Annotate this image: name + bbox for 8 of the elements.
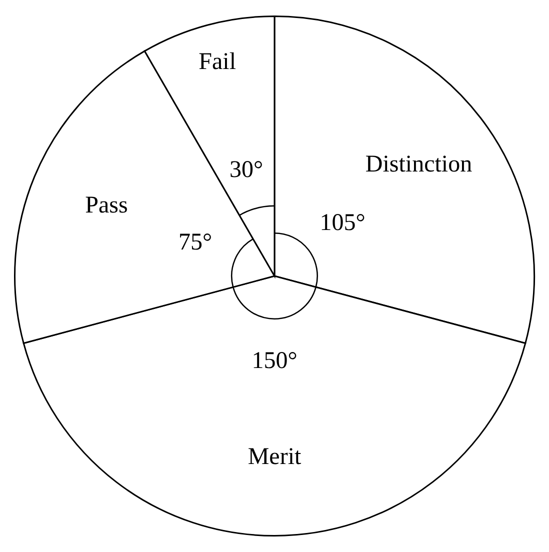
data-label: 30° bbox=[229, 156, 264, 183]
slice-label: Fail bbox=[198, 49, 236, 76]
slice-label: Distinction bbox=[365, 152, 472, 178]
data-label: 150° bbox=[252, 348, 298, 374]
slice-label: Pass bbox=[85, 192, 128, 219]
slice-label: Merit bbox=[248, 444, 302, 470]
data-label: 75° bbox=[178, 229, 212, 256]
data-label: 105° bbox=[320, 210, 366, 236]
